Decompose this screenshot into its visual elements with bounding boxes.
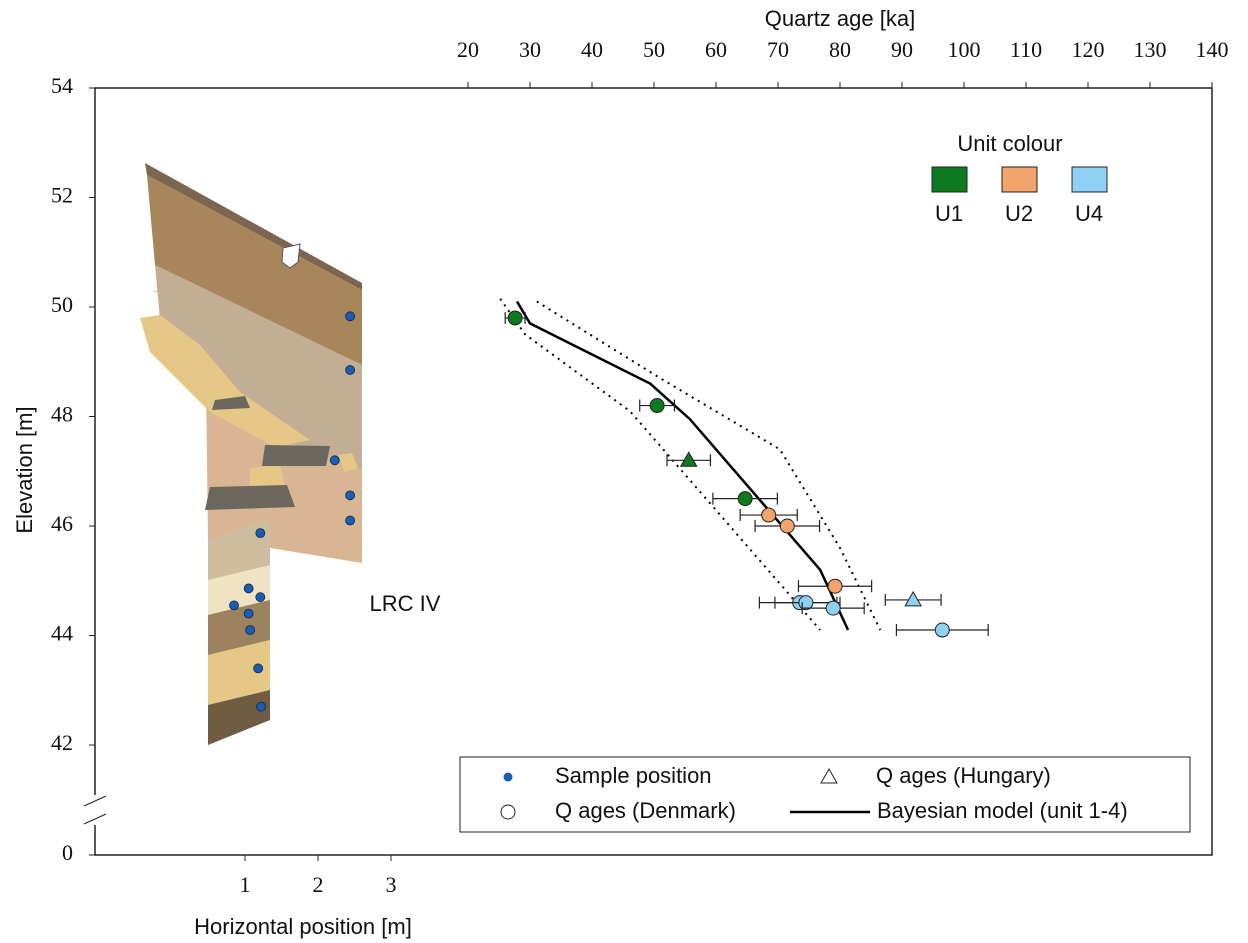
x2-axis-title: Horizontal position [m] — [194, 914, 412, 939]
x2-tick-label: 1 — [240, 872, 251, 897]
x-tick-label: 110 — [1010, 37, 1042, 62]
unit-legend-title: Unit colour — [957, 131, 1062, 156]
unit-swatch — [931, 166, 968, 193]
unit-swatch — [1001, 166, 1038, 193]
x2-tick-label: 3 — [386, 872, 397, 897]
legend-label: Bayesian model (unit 1-4) — [877, 798, 1128, 823]
x-tick-label: 100 — [948, 37, 981, 62]
x-tick-label: 140 — [1196, 37, 1229, 62]
circle-point — [779, 518, 795, 534]
y-tick-label: 52 — [51, 183, 73, 208]
sample-dot — [255, 592, 266, 603]
x-tick-label: 120 — [1072, 37, 1105, 62]
model-upper-bound — [536, 300, 882, 631]
section-drawing — [140, 163, 362, 745]
y-tick-label: 50 — [51, 292, 73, 317]
y-axis-title: Elevation [m] — [12, 406, 37, 533]
legend-label: Q ages (Denmark) — [555, 798, 736, 823]
annotation: LRC IV — [370, 591, 441, 616]
sample-dot — [253, 663, 264, 674]
unit-label: U1 — [935, 201, 963, 226]
unit-label: U2 — [1005, 201, 1033, 226]
sample-dot — [245, 625, 256, 635]
x-tick-label: 70 — [767, 37, 789, 62]
unit-label: U4 — [1075, 201, 1103, 226]
circle-point — [825, 600, 841, 616]
sample-dot — [255, 528, 266, 539]
y-tick-label: 44 — [51, 621, 73, 646]
y-tick-label: 42 — [51, 730, 73, 755]
sample-dot — [243, 608, 254, 619]
triangle-point — [904, 590, 923, 607]
triangle-point — [679, 451, 698, 467]
x-tick-label: 130 — [1134, 37, 1167, 62]
x-tick-label: 20 — [457, 37, 479, 62]
legend-label: Q ages (Hungary) — [876, 763, 1051, 788]
legend-box — [459, 756, 1191, 833]
x-tick-label: 30 — [519, 37, 541, 62]
sample-dot — [345, 311, 356, 322]
sample-dot — [329, 455, 340, 466]
y-tick-label: 46 — [51, 511, 73, 536]
circle-point — [649, 398, 665, 414]
legend-triangle — [820, 767, 838, 784]
sample-dot — [256, 701, 266, 712]
sample-dot — [229, 600, 239, 611]
sample-dot — [345, 490, 356, 501]
legend-circle — [500, 804, 516, 820]
legend-sample — [503, 772, 513, 782]
model-line — [515, 300, 850, 631]
y-tick-label: 48 — [51, 402, 73, 427]
x-axis-title: Quartz age [ka] — [765, 6, 915, 31]
sample-dot — [243, 583, 254, 594]
circle-point — [827, 578, 843, 594]
x2-tick-label: 2 — [313, 872, 324, 897]
x-tick-label: 80 — [829, 37, 851, 62]
x-tick-label: 60 — [705, 37, 727, 62]
axis-break — [83, 795, 107, 807]
model-lower-bound — [499, 298, 821, 631]
legend-label: Sample position — [555, 763, 712, 788]
sample-dot — [345, 365, 356, 375]
axis-break — [83, 813, 107, 825]
circle-point — [761, 507, 777, 523]
circle-point — [737, 491, 753, 507]
circle-point — [934, 622, 950, 638]
y-tick-label: 54 — [51, 73, 73, 98]
x-tick-label: 90 — [891, 37, 913, 62]
sample-dot — [345, 515, 356, 526]
y-tick-label: 0 — [62, 840, 73, 865]
circle-point — [507, 310, 523, 326]
unit-swatch — [1071, 166, 1108, 193]
x-tick-label: 40 — [581, 37, 603, 62]
x-tick-label: 50 — [643, 37, 665, 62]
axis-break-gap — [88, 795, 102, 825]
